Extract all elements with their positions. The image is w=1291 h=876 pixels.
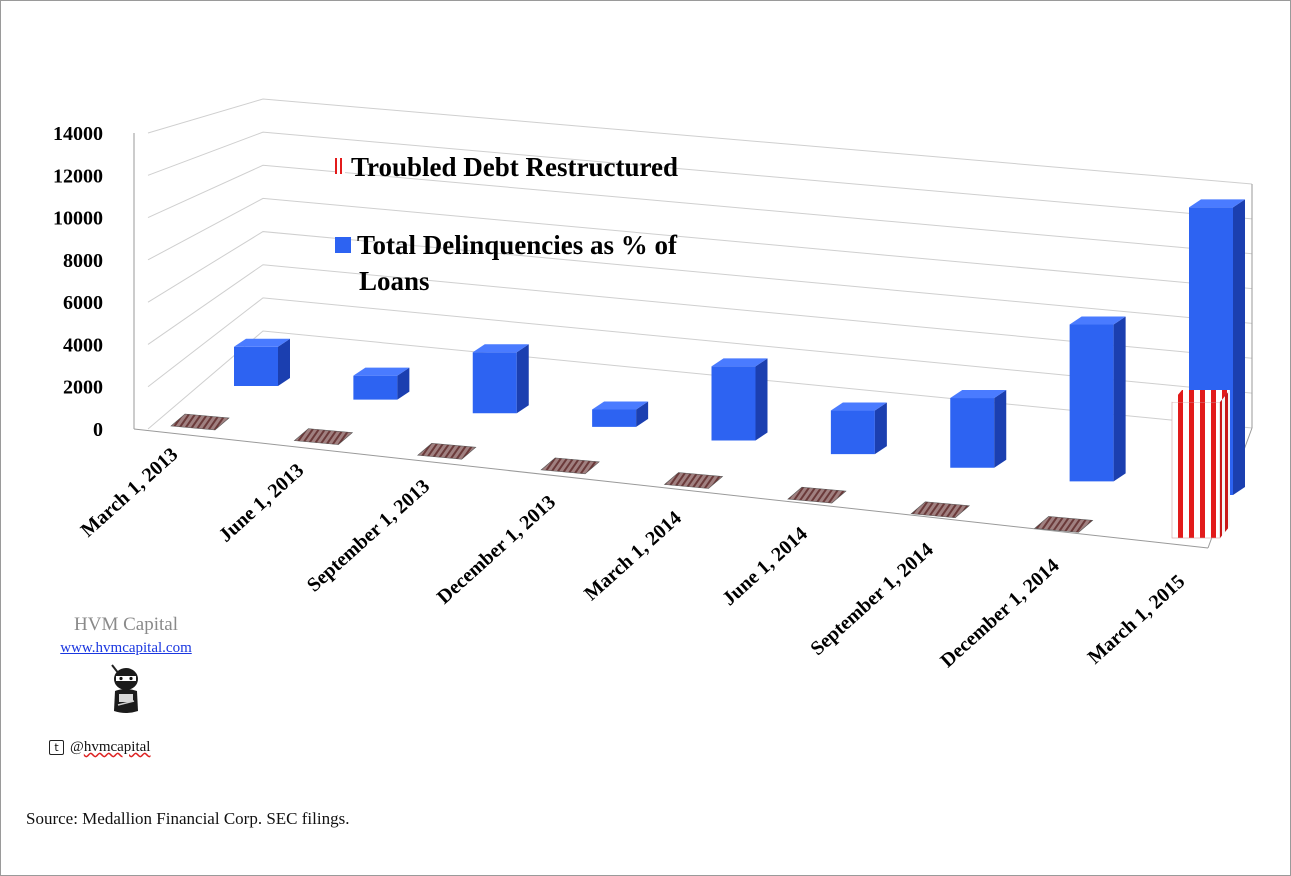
- floor-markers: [170, 413, 1094, 533]
- gridline: [147, 264, 1253, 359]
- bar-delinquencies: [950, 398, 995, 468]
- x-axis-line: [133, 428, 1209, 549]
- gridline: [147, 297, 1253, 394]
- gridline: [147, 330, 1253, 430]
- gridline: [147, 164, 1253, 255]
- x-tick-label: September 1, 2013: [303, 475, 434, 596]
- brand-block: HVM Capital www.hvmcapital.com: [41, 614, 211, 717]
- bar-delinquencies-top: [830, 402, 887, 411]
- y-tick-label: 8000: [63, 250, 103, 272]
- bar-delinquencies-side: [1113, 316, 1126, 482]
- x-tick-label: June 1, 2013: [215, 459, 309, 546]
- legend-swatch-blue: [335, 236, 351, 253]
- bar-troubled-debt-top: [1172, 390, 1230, 403]
- y-tick-label: 14000: [53, 123, 103, 145]
- x-tick-label: September 1, 2014: [806, 539, 937, 660]
- bar-delinquencies-top: [711, 358, 768, 367]
- bar-delinquencies-top: [950, 390, 1007, 399]
- bar-delinquencies-top: [472, 344, 529, 353]
- bar-delinquencies-side: [874, 402, 887, 455]
- bar-delinquencies-side: [516, 344, 529, 414]
- bar-delinquencies-top: [234, 338, 290, 347]
- bar-delinquencies: [711, 366, 756, 441]
- x-tick-label: March 1, 2013: [77, 443, 183, 541]
- legend-item-delinquencies: Total Delinquencies as % of Loans: [335, 227, 755, 299]
- legend-item-troubled-debt: Troubled Debt Restructured: [335, 149, 678, 185]
- gridlines: [147, 98, 1253, 430]
- brand-name: HVM Capital: [74, 614, 178, 635]
- bar-delinquencies: [830, 410, 875, 455]
- bar-troubled-debt-side: [1220, 390, 1230, 538]
- bar-delinquencies-side: [636, 401, 649, 427]
- gridline: [147, 131, 1253, 220]
- bar-delinquencies-top: [592, 401, 649, 410]
- bar-delinquencies: [592, 409, 637, 427]
- floor-marker-tdr-zero: [663, 472, 724, 489]
- bar-delinquencies-top: [1069, 316, 1126, 325]
- bar-delinquencies: [353, 375, 398, 400]
- bar-troubled-debt: [1171, 401, 1221, 539]
- y-tick-labels: 0 2000 4000 6000 8000 10000 12000 14000: [53, 123, 103, 441]
- bar-delinquencies-top: [353, 367, 410, 376]
- legend-label-delinquencies-line2: Loans: [359, 266, 430, 296]
- ninja-mascot-icon: [111, 664, 138, 713]
- twitter-row: t @hvmcapital: [49, 739, 150, 756]
- bar-delinquencies-side: [755, 358, 768, 441]
- gridline: [147, 98, 1253, 185]
- twitter-handle[interactable]: @hvmcapital: [70, 739, 150, 755]
- bar-delinquencies: [472, 352, 517, 414]
- bar-delinquencies: [1069, 324, 1114, 482]
- floor-marker-tdr-zero: [293, 428, 354, 445]
- bar-delinquencies-side: [994, 390, 1007, 468]
- floor-marker-tdr-zero: [1033, 516, 1094, 533]
- twitter-handle-text: hvmcapital: [83, 739, 151, 755]
- bars: [234, 199, 1245, 539]
- bar-delinquencies-side: [1233, 199, 1245, 495]
- floor-marker-tdr-zero: [540, 457, 600, 475]
- floor-marker-tdr-zero: [417, 442, 477, 460]
- x-tick-label: June 1, 2014: [718, 523, 812, 610]
- y-tick-label: 10000: [53, 208, 103, 230]
- y-tick-label: 4000: [63, 334, 103, 356]
- gridline: [147, 197, 1253, 290]
- y-tick-label: 2000: [63, 377, 103, 399]
- source-note: Source: Medallion Financial Corp. SEC fi…: [26, 809, 350, 828]
- y-tick-label: 0: [93, 419, 103, 441]
- legend-swatch-striped-red: [335, 157, 345, 174]
- x-tick-label: March 1, 2015: [1084, 570, 1190, 668]
- twitter-handle-prefix: @: [70, 739, 84, 755]
- twitter-icon: t: [49, 740, 64, 756]
- floor-marker-tdr-zero: [910, 501, 970, 519]
- x-tick-label: March 1, 2014: [580, 507, 686, 605]
- floor-marker-tdr-zero: [787, 486, 847, 504]
- x-tick-label: December 1, 2014: [936, 554, 1063, 672]
- y-tick-label: 12000: [53, 165, 103, 187]
- bar-delinquencies-side: [397, 367, 410, 400]
- gridline: [147, 231, 1253, 324]
- floor-marker-tdr-zero: [170, 413, 230, 431]
- brand-url-link[interactable]: www.hvmcapital.com: [60, 640, 192, 656]
- bar-delinquencies-top: [1189, 199, 1245, 208]
- legend-label-troubled-debt: Troubled Debt Restructured: [351, 152, 678, 182]
- bar-delinquencies: [234, 346, 278, 386]
- x-tick-label: December 1, 2013: [433, 491, 560, 609]
- bar-delinquencies-side: [278, 338, 290, 386]
- legend-label-delinquencies-line1: Total Delinquencies as % of: [357, 230, 678, 260]
- y-tick-label: 6000: [63, 292, 103, 314]
